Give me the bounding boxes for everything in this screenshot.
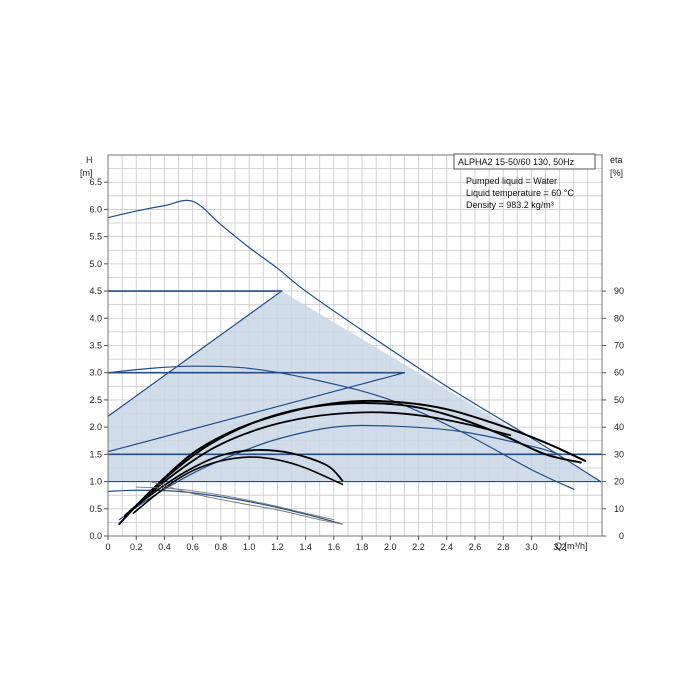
info-temperature: Liquid temperature = 60 °C: [466, 188, 574, 198]
y-right-tick-label: 20: [614, 477, 624, 487]
curve-8: [107, 489, 343, 525]
curve-12: [128, 411, 512, 513]
x-tick-label: 1.8: [356, 542, 369, 552]
y-left-tick-label: 5.0: [89, 259, 102, 269]
x-tick-label: 1.6: [328, 542, 341, 552]
y-right-tick-label: 40: [614, 422, 624, 432]
x-tick-label: 2.6: [469, 542, 482, 552]
x-tick-label: 0.8: [215, 542, 228, 552]
curve-16: [135, 486, 335, 521]
info-density: Density = 983.2 kg/m³: [466, 200, 554, 210]
x-tick-label: 3.2: [553, 542, 566, 552]
y-left-tick-label: 3.0: [89, 368, 102, 378]
curve-13: [124, 449, 344, 517]
x-tick-label: 3.0: [525, 542, 538, 552]
y-right-tick-label: 30: [614, 449, 624, 459]
y-left-tick-label: 1.5: [89, 449, 102, 459]
y-right-tick-label: 70: [614, 341, 624, 351]
curve-4: [107, 290, 283, 417]
y-left-tick-label: 0.0: [89, 531, 102, 541]
y-right-tick-label: 90: [614, 286, 624, 296]
y-left-tick-label: 4.0: [89, 313, 102, 323]
x-tick-label: 1.4: [299, 542, 312, 552]
y-right-tick-label: 0: [619, 531, 624, 541]
x-tick-label: 2.4: [440, 542, 453, 552]
y-right-axis-ticks: 0 10 20 30 40 50 60 70 80 90: [602, 286, 624, 541]
curve-7: [107, 365, 575, 490]
curve-9: [118, 424, 561, 521]
x-tick-label: 0.2: [130, 542, 143, 552]
x-tick-label: 0.4: [158, 542, 171, 552]
curve-11: [123, 401, 582, 518]
curve-0: [107, 199, 602, 483]
y-right-tick-label: 80: [614, 313, 624, 323]
y-left-tick-label: 6.5: [89, 177, 102, 187]
y-left-tick-label: 1.0: [89, 477, 102, 487]
y-right-tick-label: 60: [614, 368, 624, 378]
chart-title: ALPHA2 15-50/60 130, 50Hz: [458, 157, 575, 167]
title-box: [453, 153, 596, 170]
x-tick-label: 2.2: [412, 542, 425, 552]
y-left-label-unit: [m]: [80, 168, 93, 178]
y-left-tick-label: 2.0: [89, 422, 102, 432]
x-tick-label: 2.0: [384, 542, 397, 552]
x-axis-ticks: 0 0.2 0.4 0.6 0.8 1.0 1.2 1.4 1.6 1.8 2.0 2.2 2.4 2.6…: [105, 536, 566, 552]
x-tick-label: 2.8: [497, 542, 510, 552]
y-left-tick-label: 5.5: [89, 232, 102, 242]
y-left-label-name: H: [86, 155, 93, 165]
x-tick-label: 0.6: [186, 542, 199, 552]
y-left-axis-ticks: 0.0 0.5 1.0 1.5 2.0 2.5 3.0 3.5 4.0 4.5 5.0 5.5 6.0 6…: [89, 177, 108, 541]
curves: [107, 199, 603, 526]
curve-5: [107, 372, 405, 453]
y-left-tick-label: 0.5: [89, 504, 102, 514]
y-left-tick-label: 2.5: [89, 395, 102, 405]
info-liquid: Pumped liquid = Water: [466, 176, 557, 186]
y-left-tick-label: 3.5: [89, 341, 102, 351]
y-right-tick-label: 50: [614, 395, 624, 405]
curve-10: [118, 399, 587, 526]
x-tick-label: 1.2: [271, 542, 284, 552]
y-left-tick-label: 6.0: [89, 204, 102, 214]
y-left-tick-label: 4.5: [89, 286, 102, 296]
x-tick-label: 0: [105, 542, 110, 552]
curve-15: [149, 481, 343, 525]
x-tick-label: 1.0: [243, 542, 256, 552]
y-right-tick-label: 10: [614, 504, 624, 514]
x-axis-label: Q [m³/h]: [555, 541, 588, 551]
y-right-label-unit: [%]: [610, 168, 623, 178]
y-right-label-name: eta: [610, 155, 623, 165]
